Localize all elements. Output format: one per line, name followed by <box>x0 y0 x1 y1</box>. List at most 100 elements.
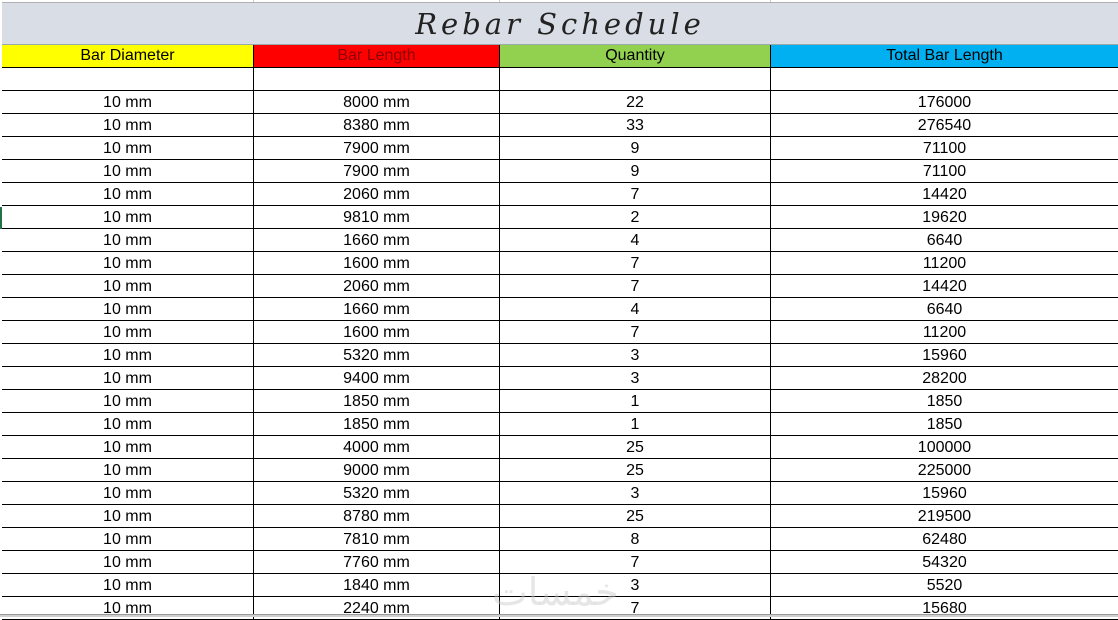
cell-total-bar-length[interactable]: 1850 <box>926 416 963 433</box>
cell-bar-length[interactable]: 1660 mm <box>254 298 500 320</box>
cell-bar-diameter[interactable]: 10 mm <box>2 436 254 458</box>
cell[interactable] <box>500 68 771 90</box>
cell-total-bar-length[interactable]: 15680 <box>922 600 967 617</box>
cell-total-bar-length[interactable]: 1850 <box>926 393 963 410</box>
cell-total-bar-length[interactable]: 54320 <box>922 554 967 571</box>
cell-bar-diameter[interactable]: 10 mm <box>2 275 254 297</box>
cell[interactable] <box>771 68 1118 90</box>
cell-total-bar-length[interactable]: 276540 <box>917 117 972 134</box>
cell-bar-diameter[interactable]: 10 mm <box>2 91 254 113</box>
cell-bar-length[interactable]: 4000 mm <box>254 436 500 458</box>
cell-quantity[interactable]: 7 <box>500 321 771 343</box>
cell-bar-length[interactable]: 8780 mm <box>254 505 500 527</box>
cell-quantity[interactable]: 8 <box>500 528 771 550</box>
cell-bar-diameter[interactable]: 10 mm <box>2 137 254 159</box>
cell-total-bar-length[interactable]: 15960 <box>922 485 967 502</box>
cell-total-bar-length[interactable]: 219500 <box>917 508 972 525</box>
header-total-bar-length[interactable]: Total Bar Length <box>771 45 1118 67</box>
cell-quantity[interactable]: 7 <box>500 551 771 573</box>
cell-bar-length[interactable]: 1660 mm <box>254 229 500 251</box>
cell-quantity[interactable]: 4 <box>500 229 771 251</box>
cell-bar-diameter[interactable]: 10 mm <box>2 505 254 527</box>
cell-quantity[interactable]: 7 <box>500 183 771 205</box>
cell-bar-diameter[interactable]: 10 mm <box>2 183 254 205</box>
cell-bar-length[interactable]: 2060 mm <box>254 183 500 205</box>
cell-bar-diameter[interactable]: 10 mm <box>2 482 254 504</box>
cell[interactable] <box>254 68 500 90</box>
cell-bar-length[interactable]: 9400 mm <box>254 367 500 389</box>
cell-quantity[interactable]: 7 <box>500 252 771 274</box>
cell-bar-diameter[interactable]: 10 mm <box>2 390 254 412</box>
sheet-title[interactable]: Rebar Schedule <box>2 3 1118 45</box>
cell-total-bar-length[interactable]: 11200 <box>922 255 967 272</box>
cell-bar-diameter[interactable]: 10 mm <box>2 206 254 228</box>
cell-total-bar-length[interactable]: 5520 <box>926 577 963 594</box>
cell-bar-diameter[interactable]: 10 mm <box>2 160 254 182</box>
cell-bar-diameter[interactable]: 10 mm <box>2 528 254 550</box>
cell-quantity[interactable]: 3 <box>500 574 771 596</box>
cell-bar-diameter[interactable]: 10 mm <box>2 551 254 573</box>
cell-bar-diameter[interactable]: 10 mm <box>2 321 254 343</box>
cell[interactable] <box>2 68 254 90</box>
cell-quantity[interactable]: 4 <box>500 298 771 320</box>
cell-quantity[interactable]: 25 <box>500 459 771 481</box>
cell-bar-diameter[interactable]: 10 mm <box>2 229 254 251</box>
cell-total-bar-length[interactable]: 15960 <box>922 347 967 364</box>
cell-total-bar-length[interactable]: 28200 <box>922 370 967 387</box>
cell-bar-length[interactable]: 7900 mm <box>254 137 500 159</box>
cell-quantity[interactable]: 1 <box>500 390 771 412</box>
cell-quantity[interactable]: 25 <box>500 505 771 527</box>
cell-quantity[interactable]: 3 <box>500 344 771 366</box>
cell-quantity[interactable]: 7 <box>500 275 771 297</box>
cell-quantity[interactable]: 1 <box>500 413 771 435</box>
cell-total-bar-length[interactable]: 71100 <box>922 163 967 180</box>
cell-quantity[interactable]: 25 <box>500 436 771 458</box>
horizontal-scrollbar[interactable] <box>0 614 1118 617</box>
cell-quantity[interactable]: 3 <box>500 482 771 504</box>
cell-bar-diameter[interactable]: 10 mm <box>2 367 254 389</box>
cell-quantity[interactable]: 33 <box>500 114 771 136</box>
cell-bar-length[interactable]: 9000 mm <box>254 459 500 481</box>
cell-total-bar-length[interactable]: 14420 <box>922 186 967 203</box>
cell-bar-length[interactable]: 1850 mm <box>254 413 500 435</box>
cell-quantity[interactable]: 9 <box>500 160 771 182</box>
cell-total-bar-length[interactable]: 71100 <box>922 140 967 157</box>
cell-bar-diameter[interactable]: 10 mm <box>2 252 254 274</box>
cell-bar-diameter[interactable]: 10 mm <box>2 298 254 320</box>
cell-bar-diameter[interactable]: 10 mm <box>2 574 254 596</box>
cell-bar-diameter[interactable]: 10 mm <box>2 344 254 366</box>
cell-total-bar-length[interactable]: 62480 <box>922 531 967 548</box>
cell-bar-length[interactable]: 5320 mm <box>254 482 500 504</box>
cell-total-bar-length[interactable]: 14420 <box>922 278 967 295</box>
cell-quantity[interactable]: 22 <box>500 91 771 113</box>
cell-bar-length[interactable]: 7900 mm <box>254 160 500 182</box>
cell-total-bar-length[interactable]: 19620 <box>922 209 967 226</box>
cell-bar-diameter[interactable]: 10 mm <box>2 114 254 136</box>
cell-quantity[interactable]: 9 <box>500 137 771 159</box>
header-bar-diameter[interactable]: Bar Diameter <box>2 45 254 67</box>
cell-bar-length[interactable]: 8000 mm <box>254 91 500 113</box>
cell-quantity[interactable]: 7 <box>500 597 771 619</box>
cell-bar-length[interactable]: 8380 mm <box>254 114 500 136</box>
cell-bar-length[interactable]: 9810 mm <box>254 206 500 228</box>
cell-total-bar-length[interactable]: 6640 <box>926 301 963 318</box>
cell-quantity[interactable]: 3 <box>500 367 771 389</box>
cell-bar-length[interactable]: 2060 mm <box>254 275 500 297</box>
cell-bar-diameter[interactable]: 10 mm <box>2 459 254 481</box>
cell-total-bar-length[interactable]: 11200 <box>922 324 967 341</box>
cell-bar-length[interactable]: 1600 mm <box>254 321 500 343</box>
header-bar-length[interactable]: Bar Length <box>254 45 500 67</box>
cell-total-bar-length[interactable]: 225000 <box>917 462 972 479</box>
cell-bar-length[interactable]: 1600 mm <box>254 252 500 274</box>
cell-quantity[interactable]: 2 <box>500 206 771 228</box>
header-quantity[interactable]: Quantity <box>500 45 771 67</box>
cell-bar-length[interactable]: 1850 mm <box>254 390 500 412</box>
cell-total-bar-length[interactable]: 6640 <box>926 232 963 249</box>
cell-total-bar-length[interactable]: 176000 <box>917 94 972 111</box>
cell-bar-length[interactable]: 7760 mm <box>254 551 500 573</box>
cell-bar-length[interactable]: 5320 mm <box>254 344 500 366</box>
cell-bar-length[interactable]: 7810 mm <box>254 528 500 550</box>
cell-bar-length[interactable]: 1840 mm <box>254 574 500 596</box>
cell-bar-diameter[interactable]: 10 mm <box>2 413 254 435</box>
cell-bar-length[interactable]: 2240 mm <box>254 597 500 619</box>
